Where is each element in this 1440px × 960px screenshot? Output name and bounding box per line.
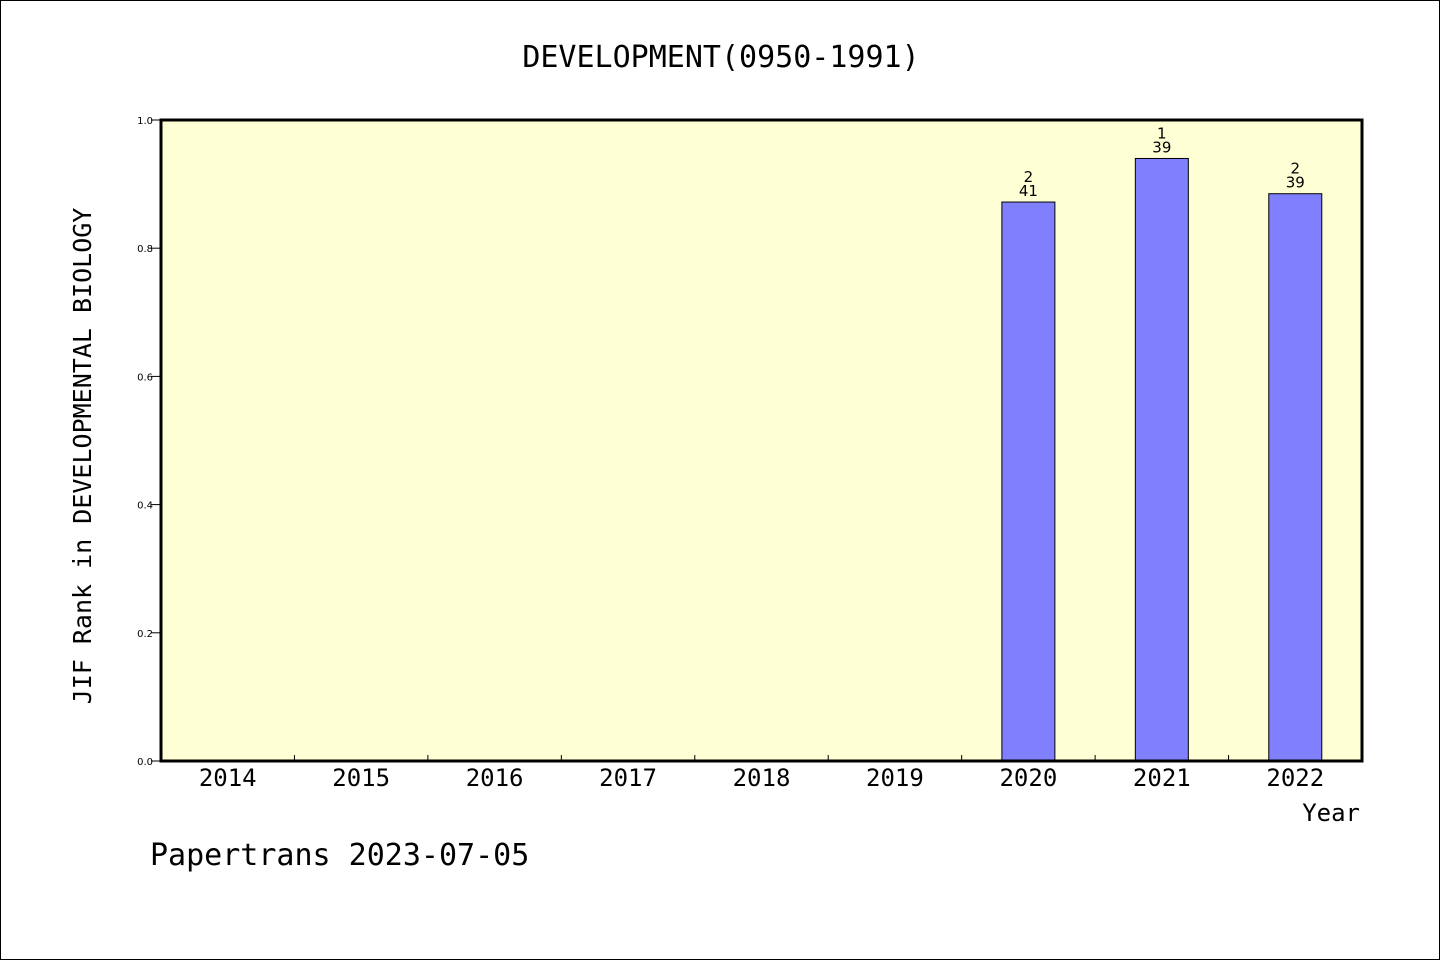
x-tick-label: 2016 — [466, 764, 524, 792]
bar-2020 — [1001, 201, 1056, 762]
x-tick-label: 2022 — [1266, 764, 1324, 792]
y-tick-label: 0.2 — [137, 629, 153, 640]
bar-total-label: 39 — [1286, 174, 1305, 192]
bar-rank-label: 2 — [1291, 160, 1301, 178]
bar-2021 — [1134, 157, 1189, 762]
x-tick-label: 2020 — [999, 764, 1057, 792]
y-tick-label: 0.8 — [137, 244, 153, 255]
x-axis: 2014 2015 2016 2017 2018 2019 2020 2021 2022 — [199, 755, 1324, 792]
footer-text: Papertrans 2023-07-05 — [150, 838, 529, 873]
x-tick-label: 2021 — [1133, 764, 1191, 792]
chart-title: DEVELOPMENT(0950-1991) — [522, 40, 919, 75]
bar-total-label: 39 — [1152, 138, 1171, 156]
x-tick-label: 2017 — [599, 764, 657, 792]
y-axis: 0.0 0.2 0.4 0.6 0.8 1.0 — [137, 116, 161, 768]
y-tick-label: 1.0 — [137, 116, 153, 127]
y-tick-label: 0.4 — [137, 501, 153, 512]
x-tick-label: 2019 — [866, 764, 924, 792]
x-tick-label: 2018 — [733, 764, 791, 792]
y-tick-label: 0.6 — [137, 372, 153, 383]
bar-rank-label: 2 — [1024, 168, 1034, 186]
x-axis-label: Year — [1302, 799, 1360, 827]
plot-border — [159, 118, 1364, 763]
bar-total-label: 41 — [1019, 182, 1038, 200]
bar-rank-label: 1 — [1157, 124, 1167, 142]
x-tick-label: 2014 — [199, 764, 257, 792]
y-tick-label: 0.0 — [137, 757, 153, 768]
y-axis-label: JIF Rank in DEVELOPMENTAL BIOLOGY — [68, 208, 97, 705]
x-tick-label: 2015 — [332, 764, 390, 792]
bar-2022 — [1268, 193, 1323, 762]
